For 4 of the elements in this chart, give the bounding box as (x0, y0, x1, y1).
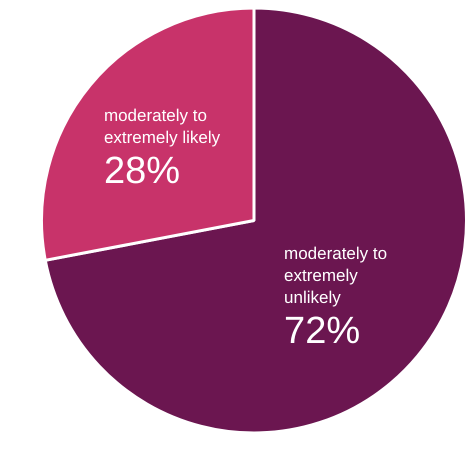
data-label: 28% (104, 150, 180, 192)
data-label: 72% (284, 310, 360, 352)
slice-label: moderately to extremely unlikely (284, 244, 388, 307)
slice-label: moderately to extremely likely (104, 106, 221, 147)
